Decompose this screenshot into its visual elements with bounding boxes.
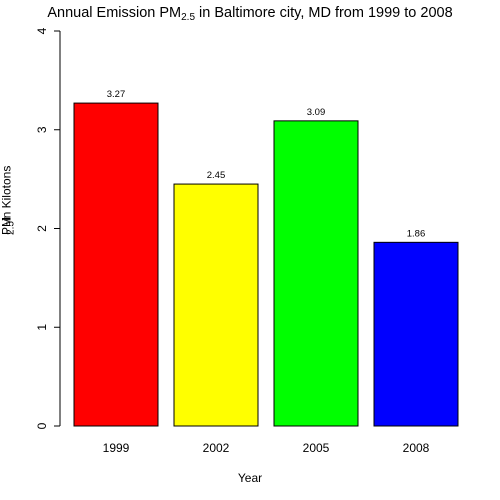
y-tick-label-0: 0 (35, 422, 49, 429)
bar-2005 (273, 120, 359, 427)
bar-2008 (373, 241, 459, 427)
data-label-1999: 3.27 (107, 89, 126, 100)
bar-2002 (173, 183, 259, 427)
x-tick-label-1999: 1999 (103, 441, 130, 455)
y-tick-label-4: 4 (35, 27, 49, 34)
chart-title: Annual Emission PM2.5 in Baltimore city,… (47, 5, 453, 23)
x-tick-label-2008: 2008 (403, 441, 430, 455)
x-axis-label: Year (237, 471, 263, 485)
x-tick-label-2005: 2005 (303, 441, 330, 455)
x-tick-label-2002: 2002 (203, 441, 230, 455)
bar-1999 (73, 102, 159, 427)
data-label-2005: 3.09 (307, 107, 326, 118)
y-tick-label-2: 2 (35, 225, 49, 232)
y-tick-label-3: 3 (35, 126, 49, 133)
y-tick-label-1: 1 (35, 324, 49, 331)
data-label-2008: 1.86 (407, 228, 426, 239)
data-label-2002: 2.45 (207, 170, 226, 181)
